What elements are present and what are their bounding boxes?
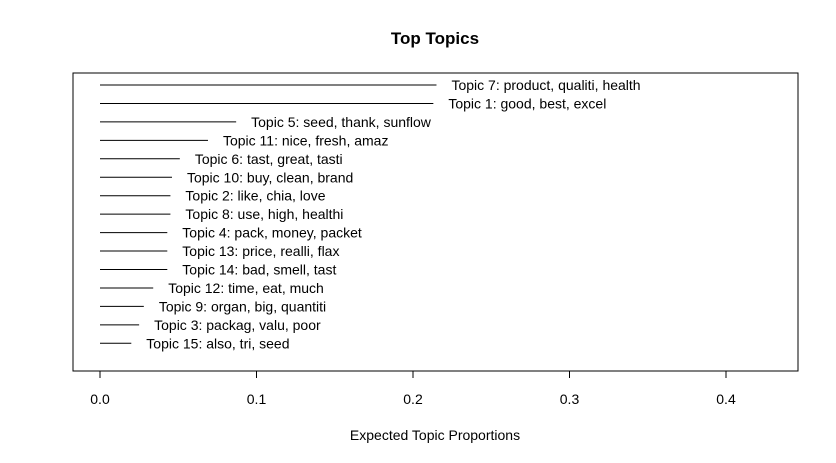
topic-label: Topic 10: buy, clean, brand xyxy=(187,169,353,185)
x-tick-label: 0.1 xyxy=(247,391,267,407)
topic-label: Topic 5: seed, thank, sunflow xyxy=(251,114,432,130)
topic-label: Topic 6: tast, great, tasti xyxy=(195,151,343,167)
topic-label: Topic 12: time, eat, much xyxy=(168,280,324,296)
topic-label: Topic 2: like, chia, love xyxy=(185,188,325,204)
topic-label: Topic 11: nice, fresh, amaz xyxy=(223,132,388,148)
topic-bars: Topic 7: product, qualiti, health Topic 1… xyxy=(100,77,641,351)
x-tick-label: 0.4 xyxy=(716,391,736,407)
chart-title: Top Topics xyxy=(391,29,479,48)
x-tick-label: 0.3 xyxy=(560,391,580,407)
topic-label: Topic 13: price, realli, flax xyxy=(182,243,339,259)
topic-label: Topic 14: bad, smell, tast xyxy=(182,262,336,278)
topic-label: Topic 1: good, best, excel xyxy=(448,95,606,111)
topic-label: Topic 8: use, high, healthi xyxy=(185,206,343,222)
topic-label: Topic 3: packag, valu, poor xyxy=(154,317,321,333)
topic-label: Topic 7: product, qualiti, health xyxy=(451,77,640,93)
topic-label: Topic 4: pack, money, packet xyxy=(182,225,362,241)
topic-label: Topic 9: organ, big, quantiti xyxy=(159,298,326,314)
x-axis-title: Expected Topic Proportions xyxy=(350,427,520,443)
topic-label: Topic 15: also, tri, seed xyxy=(146,335,289,351)
x-axis: 0.0 0.1 0.2 0.3 0.4 xyxy=(90,370,736,407)
x-tick-label: 0.2 xyxy=(403,391,423,407)
x-tick-label: 0.0 xyxy=(90,391,110,407)
